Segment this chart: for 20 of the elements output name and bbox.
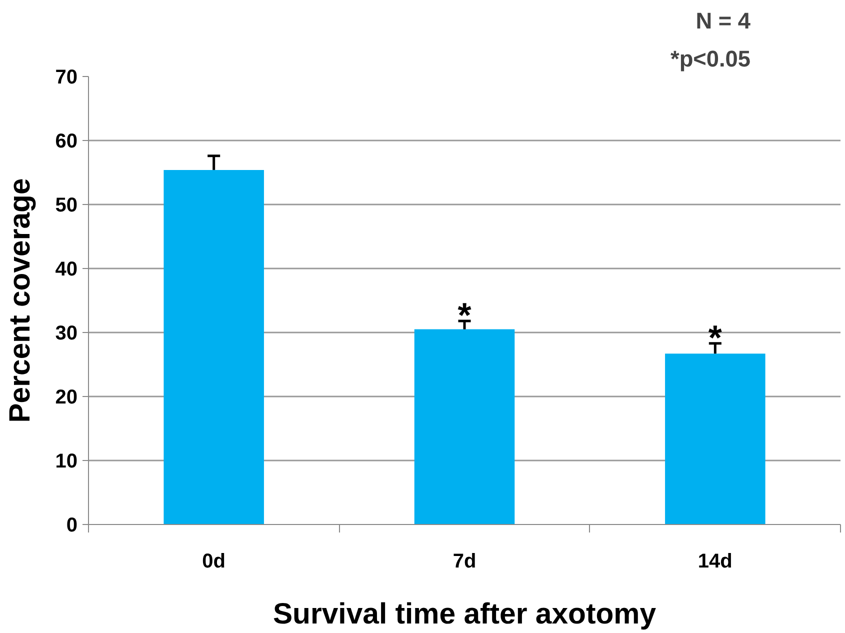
x-tick-label: 0d (202, 550, 226, 572)
bar (164, 170, 264, 524)
x-tick-label: 7d (452, 550, 476, 572)
text: N = 4 (696, 8, 751, 34)
y-tick-label: 10 (55, 450, 78, 472)
y-tick-label: 20 (55, 386, 78, 408)
x-axis-title: Survival time after axotomy (272, 598, 657, 630)
y-tick-label: 50 (55, 194, 78, 216)
y-tick-label: 70 (55, 66, 78, 88)
annotation: * (458, 296, 472, 335)
y-tick-label: 40 (55, 258, 78, 280)
y-tick-label: 0 (66, 514, 78, 536)
y-axis-title: Percent coverage (3, 178, 36, 423)
text: *p<0.05 (670, 46, 750, 72)
y-tick-label: 60 (55, 130, 78, 152)
x-tick-label: 14d (698, 550, 732, 572)
bar (665, 354, 766, 524)
y-tick-label: 30 (55, 322, 78, 344)
annotation: * (708, 319, 722, 358)
bar (414, 329, 515, 524)
